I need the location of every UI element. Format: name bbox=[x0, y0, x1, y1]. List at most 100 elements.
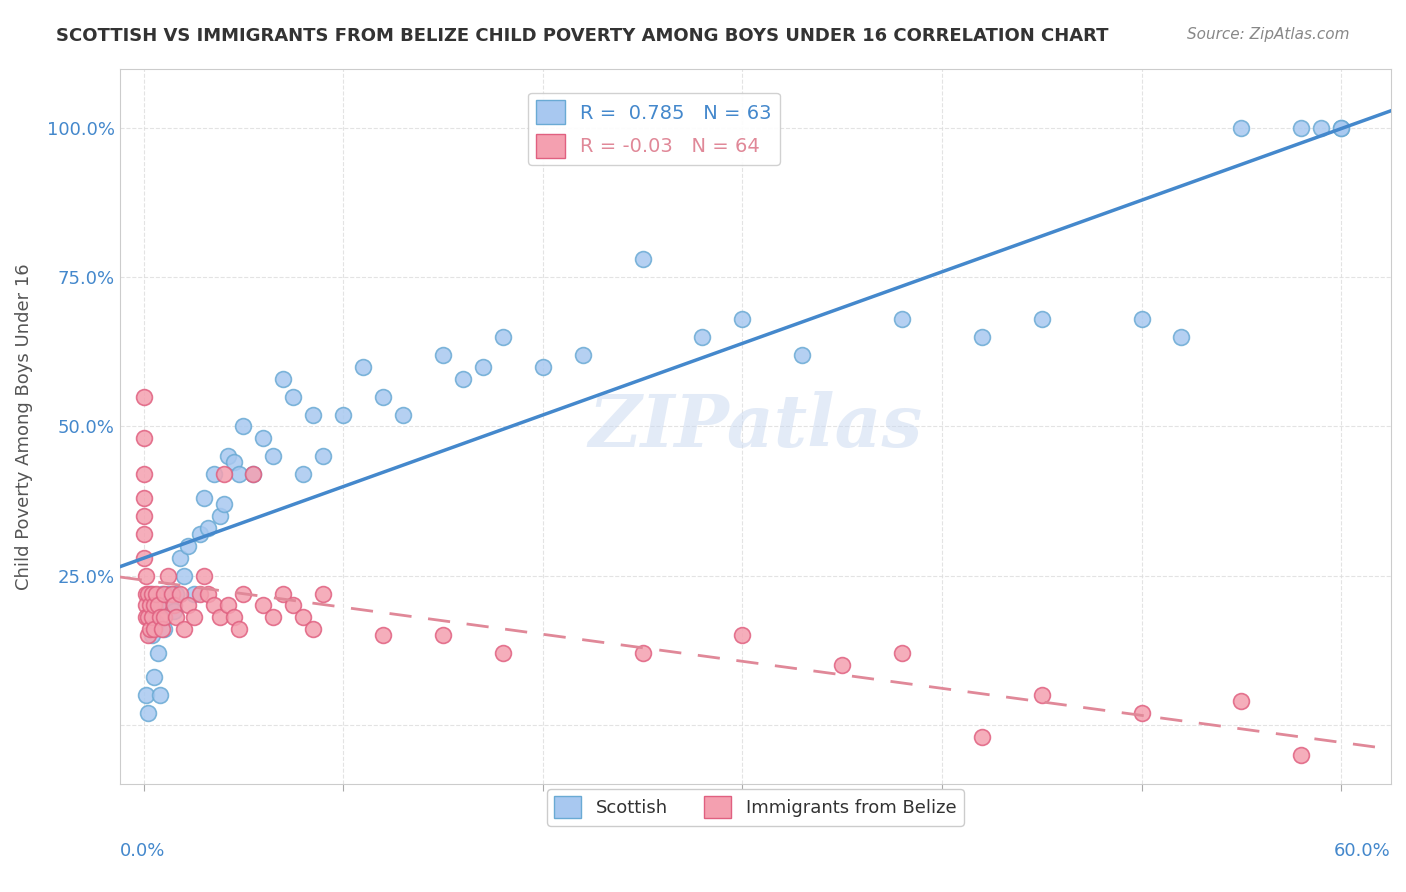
Point bbox=[156, 586, 179, 600]
Point bbox=[1031, 688, 1053, 702]
Point bbox=[149, 610, 172, 624]
Point bbox=[692, 330, 714, 344]
Point bbox=[135, 586, 157, 600]
Point bbox=[312, 586, 335, 600]
Point bbox=[352, 359, 374, 374]
Point bbox=[212, 467, 235, 482]
Point bbox=[141, 628, 163, 642]
Point bbox=[136, 628, 159, 642]
Point bbox=[1130, 706, 1153, 720]
Point bbox=[392, 408, 415, 422]
Point bbox=[1289, 121, 1312, 136]
Point bbox=[232, 586, 254, 600]
Point bbox=[472, 359, 495, 374]
Point bbox=[252, 431, 274, 445]
Point bbox=[792, 348, 814, 362]
Point bbox=[217, 599, 239, 613]
Point bbox=[1031, 312, 1053, 326]
Point bbox=[228, 467, 250, 482]
Point bbox=[165, 586, 187, 600]
Point bbox=[228, 623, 250, 637]
Point bbox=[302, 408, 325, 422]
Point bbox=[169, 550, 191, 565]
Point bbox=[1230, 121, 1253, 136]
Point bbox=[150, 586, 173, 600]
Point bbox=[162, 599, 184, 613]
Point bbox=[149, 688, 172, 702]
Point bbox=[252, 599, 274, 613]
Point bbox=[273, 372, 295, 386]
Point bbox=[152, 623, 174, 637]
Point bbox=[136, 610, 159, 624]
Point bbox=[142, 599, 165, 613]
Point bbox=[631, 646, 654, 660]
Point bbox=[138, 623, 160, 637]
Point bbox=[188, 526, 211, 541]
Point bbox=[159, 599, 181, 613]
Point bbox=[970, 330, 993, 344]
Legend: Scottish, Immigrants from Belize: Scottish, Immigrants from Belize bbox=[547, 789, 963, 825]
Point bbox=[142, 599, 165, 613]
Point bbox=[132, 467, 155, 482]
Point bbox=[1130, 312, 1153, 326]
Point bbox=[132, 390, 155, 404]
Point bbox=[193, 568, 215, 582]
Point bbox=[208, 508, 231, 523]
Point bbox=[273, 586, 295, 600]
Point bbox=[173, 568, 195, 582]
Point bbox=[292, 610, 315, 624]
Point bbox=[891, 312, 914, 326]
Point bbox=[531, 359, 554, 374]
Point bbox=[132, 526, 155, 541]
Point bbox=[132, 508, 155, 523]
Point bbox=[492, 646, 515, 660]
Point bbox=[262, 610, 284, 624]
Point bbox=[492, 330, 515, 344]
Point bbox=[138, 610, 160, 624]
Point bbox=[142, 623, 165, 637]
Point bbox=[283, 599, 305, 613]
Point bbox=[146, 599, 169, 613]
Point bbox=[222, 610, 245, 624]
Point bbox=[160, 586, 183, 600]
Point bbox=[135, 568, 157, 582]
Point bbox=[432, 628, 454, 642]
Text: ZIPatlas: ZIPatlas bbox=[588, 391, 922, 462]
Point bbox=[156, 568, 179, 582]
Text: 0.0%: 0.0% bbox=[120, 842, 165, 860]
Point bbox=[138, 586, 160, 600]
Point bbox=[145, 616, 167, 631]
Point bbox=[312, 450, 335, 464]
Point bbox=[135, 610, 157, 624]
Point bbox=[332, 408, 354, 422]
Point bbox=[183, 610, 205, 624]
Point bbox=[831, 658, 853, 673]
Point bbox=[138, 599, 160, 613]
Point bbox=[1310, 121, 1333, 136]
Point bbox=[162, 604, 184, 618]
Point bbox=[152, 610, 174, 624]
Point bbox=[571, 348, 593, 362]
Point bbox=[197, 586, 219, 600]
Point bbox=[731, 628, 754, 642]
Point bbox=[373, 390, 395, 404]
Point bbox=[1170, 330, 1192, 344]
Point bbox=[208, 610, 231, 624]
Point bbox=[262, 450, 284, 464]
Y-axis label: Child Poverty Among Boys Under 16: Child Poverty Among Boys Under 16 bbox=[15, 263, 32, 590]
Point bbox=[188, 586, 211, 600]
Point bbox=[152, 586, 174, 600]
Point bbox=[631, 252, 654, 267]
Point bbox=[373, 628, 395, 642]
Point bbox=[135, 599, 157, 613]
Point bbox=[165, 610, 187, 624]
Point bbox=[731, 312, 754, 326]
Point bbox=[891, 646, 914, 660]
Point bbox=[202, 599, 225, 613]
Point bbox=[142, 670, 165, 684]
Point bbox=[152, 599, 174, 613]
Point bbox=[132, 431, 155, 445]
Point bbox=[132, 491, 155, 505]
Point bbox=[132, 550, 155, 565]
Point bbox=[302, 623, 325, 637]
